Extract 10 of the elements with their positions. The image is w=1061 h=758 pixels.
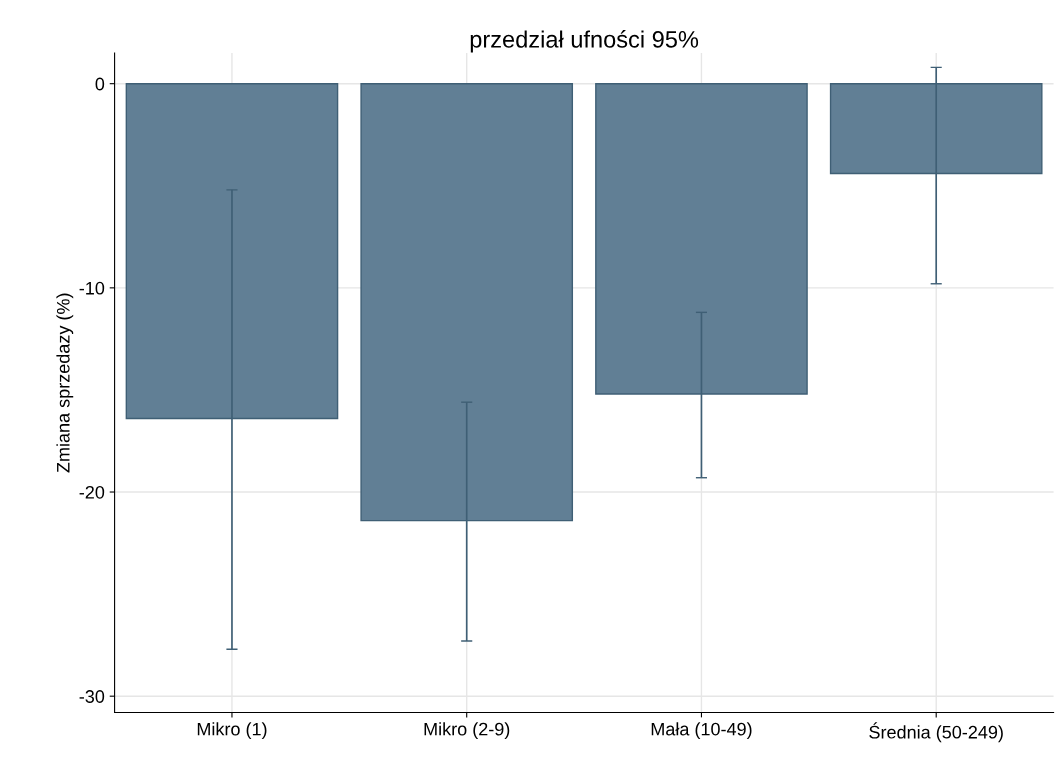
y-tick-label: -10 [79, 281, 105, 295]
y-axis-title: Zmiana sprzedazy (%) [56, 293, 74, 473]
x-tick-label: Mikro (1) [197, 722, 267, 740]
x-tick-label: Średnia (50-249) [869, 722, 1003, 743]
chart-title: przedział ufności 95% [470, 30, 699, 53]
x-tick-label: Mikro (2-9) [424, 722, 510, 740]
y-tick-label: 0 [95, 77, 105, 91]
x-tick-label: Mała (10-49) [651, 722, 752, 740]
y-tick-label: -20 [79, 485, 105, 499]
y-tick-label: -30 [79, 690, 105, 703]
